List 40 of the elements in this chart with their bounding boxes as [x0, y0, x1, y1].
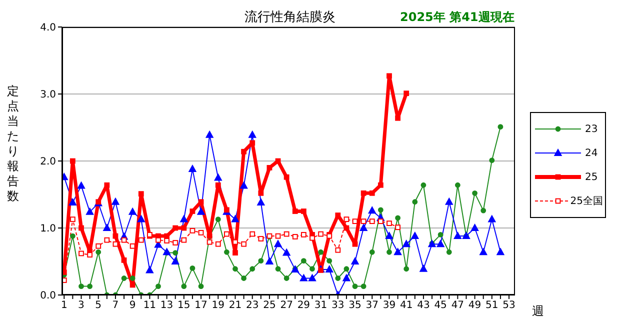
x-tick-label: 39 — [382, 300, 396, 312]
legend-label: 24 — [585, 148, 598, 158]
legend-label: 25全国 — [570, 195, 603, 208]
y-axis-title: 定点当たり報告数 — [6, 84, 20, 204]
x-tick-label: 29 — [297, 300, 310, 312]
y-tick-label: 1.0 — [40, 224, 56, 235]
x-tick-label: 15 — [178, 300, 190, 312]
x-tick-label: 5 — [95, 300, 102, 312]
x-tick-label: 1 — [60, 300, 68, 312]
x-tick-label: 41 — [400, 300, 413, 312]
y-tick-label: 3.0 — [40, 90, 56, 101]
x-tick-label: 9 — [129, 300, 136, 312]
x-tick-label: 19 — [212, 300, 224, 312]
y-tick-label: 4.0 — [40, 22, 56, 34]
x-tick-label: 35 — [348, 300, 362, 312]
x-tick-label: 27 — [280, 300, 293, 312]
y-tick-label: 2.0 — [40, 156, 56, 168]
x-tick-label: 45 — [434, 300, 447, 312]
x-tick-label: 3 — [78, 300, 84, 312]
y-tick-label: 0.0 — [40, 290, 56, 302]
x-tick-label: 11 — [143, 300, 156, 312]
x-tick-label: 7 — [112, 300, 119, 312]
x-tick-label: 23 — [246, 300, 259, 312]
x-tick-label: 47 — [451, 300, 464, 312]
x-tick-label: 37 — [366, 300, 378, 312]
x-tick-label: 31 — [314, 300, 328, 312]
legend-label: 25 — [585, 172, 598, 182]
legend-label: 23 — [585, 124, 598, 134]
x-tick-label: 51 — [486, 300, 498, 312]
chart-subtitle: 2025年 第41週現在 — [400, 9, 514, 26]
x-tick-label: 53 — [502, 300, 516, 312]
x-tick-label: 25 — [263, 300, 276, 312]
x-tick-label: 49 — [468, 300, 482, 312]
x-tick-label: 43 — [417, 300, 430, 312]
x-tick-label: 21 — [228, 300, 242, 312]
x-tick-label: 33 — [332, 300, 344, 312]
x-axis-title: 週 — [532, 303, 544, 320]
x-tick-label: 17 — [194, 300, 208, 312]
x-tick-label: 13 — [160, 300, 174, 312]
chart-title: 流行性角結膜炎 — [244, 9, 336, 26]
